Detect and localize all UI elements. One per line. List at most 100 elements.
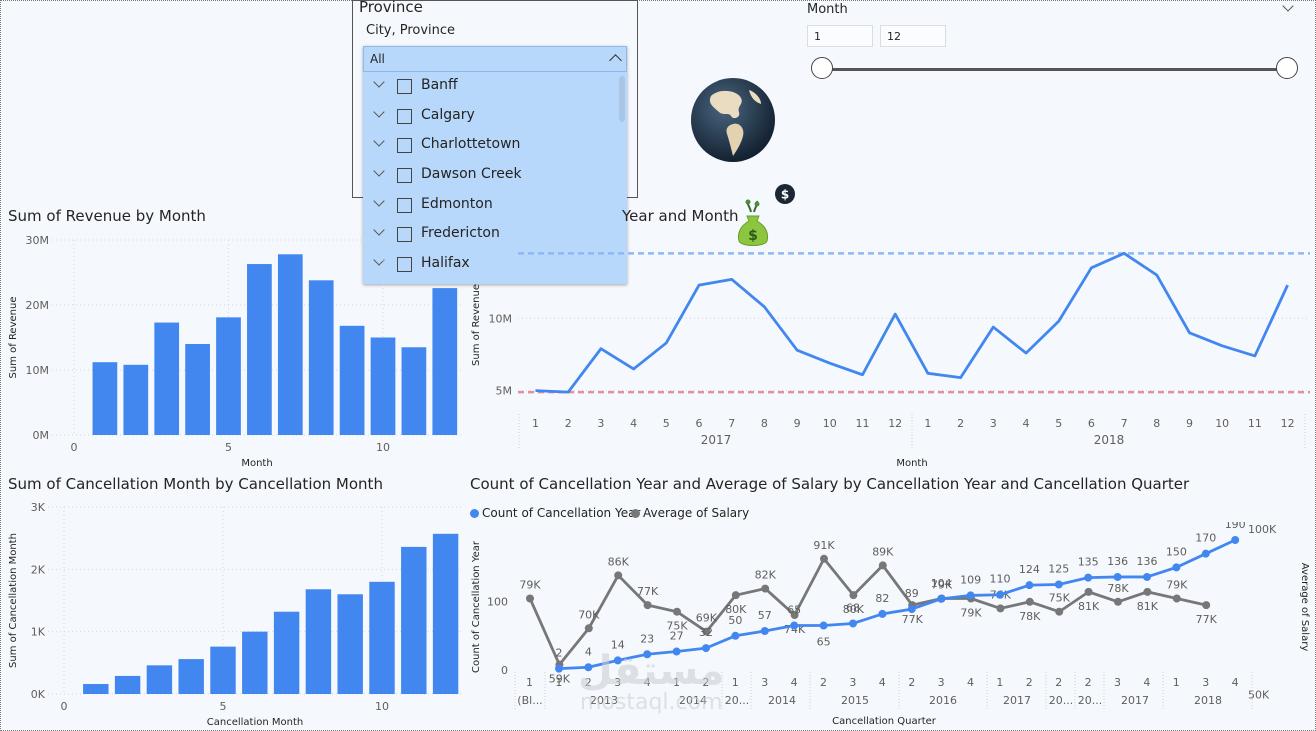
count-data-label: 32 — [699, 626, 713, 639]
y-tick-label: 0K — [31, 688, 46, 701]
x-tick-label: 5 — [1055, 417, 1062, 430]
month-slider-max-handle[interactable] — [1276, 57, 1298, 79]
salary-data-label: 77K — [637, 585, 659, 598]
legend-salary[interactable]: Average of Salary — [631, 506, 749, 520]
count-data-label: 170 — [1195, 532, 1216, 545]
count-point — [1025, 581, 1034, 590]
bar — [277, 254, 303, 435]
y-axis-title: Sum of Cancellation Month — [8, 533, 19, 668]
expand-chevron-icon[interactable] — [373, 195, 385, 207]
slicer-item[interactable]: Banff — [363, 72, 627, 102]
count-data-label: 50 — [728, 614, 742, 627]
dropdown-selected[interactable]: All — [363, 46, 627, 72]
slicer-checkbox[interactable] — [397, 197, 412, 213]
quarter-tick-label: 4 — [644, 676, 651, 689]
bar — [242, 631, 268, 694]
y-tick-label: 1K — [31, 626, 46, 639]
month-max-input[interactable]: 12 — [880, 25, 946, 47]
year-tick-label: (Bl... — [517, 694, 542, 707]
x-axis-title: Month — [241, 458, 272, 469]
count-point — [555, 664, 563, 673]
y-tick-label: 0M — [33, 429, 50, 442]
salary-data-label: 75K — [1049, 592, 1071, 605]
expand-chevron-icon[interactable] — [373, 76, 385, 88]
quarter-tick-label: 4 — [1232, 676, 1239, 689]
chevron-up-icon[interactable] — [609, 54, 622, 67]
count-point — [1201, 549, 1210, 558]
revenue-month-title: Sum of Revenue by Month — [8, 207, 206, 225]
month-slider-track[interactable] — [822, 68, 1288, 71]
bar — [369, 581, 395, 694]
count-data-label: 125 — [1048, 562, 1069, 575]
count-data-label: 136 — [1107, 555, 1128, 568]
slicer-checkbox[interactable] — [397, 79, 412, 94]
slicer-item[interactable]: Halifax — [363, 250, 627, 280]
count-point — [584, 663, 593, 672]
bar — [114, 675, 141, 694]
cancellation-month-title: Sum of Cancellation Month by Cancellatio… — [8, 475, 383, 493]
salary-point — [1084, 587, 1093, 596]
slicer-item[interactable]: Edmonton — [363, 191, 627, 221]
count-point — [1054, 580, 1063, 589]
quarter-tick-label: 4 — [791, 676, 798, 689]
slicer-checkbox[interactable] — [397, 257, 412, 273]
slicer-checkbox[interactable] — [397, 138, 412, 154]
x-tick-label: 0 — [61, 700, 68, 713]
quarter-tick-label: 1 — [555, 676, 562, 689]
legend-salary-dot-icon — [631, 509, 640, 518]
slicer-checkbox[interactable] — [397, 168, 412, 184]
salary-data-label: 69K — [696, 612, 718, 625]
globe-icon — [691, 78, 775, 162]
legend-salary-label: Average of Salary — [643, 506, 750, 520]
quarter-tick-label: 2 — [585, 676, 592, 689]
salary-data-label: 77K — [1196, 613, 1218, 626]
expand-chevron-icon[interactable] — [373, 106, 385, 118]
x-tick-label: 12 — [1281, 417, 1295, 430]
salary-data-label: 78K — [1107, 582, 1129, 595]
bar — [185, 344, 210, 435]
year-tick-label: 2015 — [841, 694, 869, 707]
count-point — [907, 605, 916, 614]
count-point — [1172, 563, 1181, 572]
slicer-title: Province — [359, 0, 423, 16]
slicer-item-label: Fredericton — [421, 225, 500, 242]
dropdown-scrollbar[interactable] — [619, 76, 625, 122]
quarter-tick-label: 3 — [1202, 676, 1209, 689]
slicer-checkbox[interactable] — [397, 227, 412, 243]
cancellation-month-chart: 0K 1K 2K 3K 0 5 10 Cancellation Month Sum of Can… — [8, 501, 462, 728]
x-tick-label: 7 — [728, 417, 735, 430]
count-point — [702, 644, 710, 653]
dollar-coin-icon: $ — [775, 184, 795, 204]
slicer-item-label: Halifax — [421, 255, 470, 272]
salary-line — [528, 557, 1207, 667]
year-tick-label: 20... — [725, 694, 750, 707]
expand-chevron-icon[interactable] — [373, 135, 385, 148]
bar — [401, 347, 427, 435]
quarter-tick-label: 2 — [702, 676, 709, 689]
x-tick-label: 1 — [532, 417, 539, 430]
slicer-item[interactable]: Dawson Creek — [363, 161, 627, 191]
salary-data-label: 80K — [843, 603, 865, 616]
expand-chevron-icon[interactable] — [373, 165, 385, 177]
x-tick-label: 8 — [1153, 417, 1160, 430]
salary-point — [996, 604, 1005, 613]
province-dropdown[interactable]: All Banff Calgary Charlottetown Dawson Cree… — [363, 46, 627, 284]
bar — [305, 589, 332, 694]
salary-point — [761, 584, 770, 593]
count-data-label: 14 — [611, 638, 625, 651]
legend-count[interactable]: Count of Cancellation Year — [470, 506, 640, 520]
y-tick-label: 30M — [26, 234, 50, 247]
count-data-label: 190 — [1225, 522, 1246, 531]
slicer-checkbox[interactable] — [397, 108, 412, 124]
slicer-item[interactable]: Calgary — [363, 102, 627, 132]
month-slider-min-handle[interactable] — [811, 57, 833, 79]
x-tick-label: 5 — [663, 417, 670, 430]
year-tick-label: 2017 — [1121, 694, 1149, 707]
month-min-input[interactable]: 1 — [807, 25, 873, 47]
bar — [247, 264, 272, 435]
y-axis-title: Sum of Revenue — [471, 284, 482, 366]
slicer-item[interactable]: Fredericton — [363, 220, 627, 250]
bar — [92, 362, 118, 435]
count-point — [731, 631, 740, 640]
slicer-item[interactable]: Charlottetown — [363, 131, 627, 161]
